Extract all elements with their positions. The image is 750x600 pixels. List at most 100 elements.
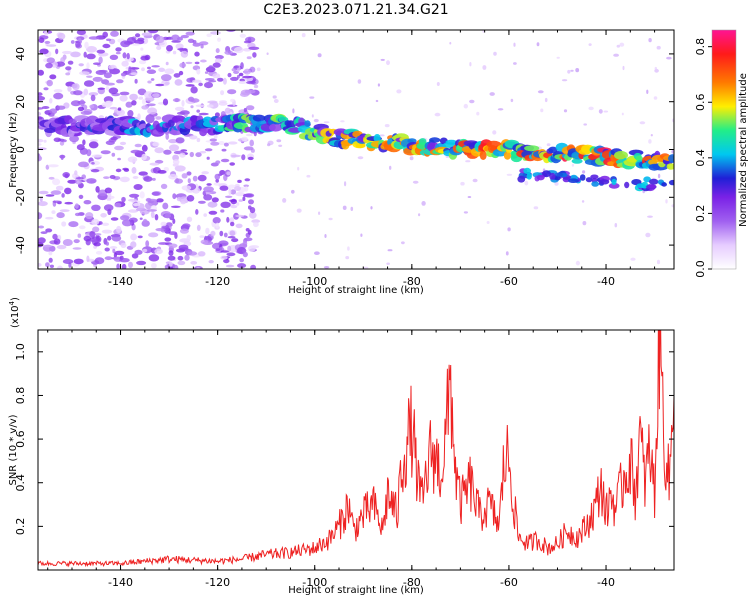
noise-blob — [48, 251, 53, 256]
noise-blob — [45, 228, 53, 233]
noise-blob — [200, 43, 204, 49]
noise-blob — [229, 230, 236, 236]
noise-blob — [181, 100, 185, 107]
noise-blob — [185, 61, 193, 65]
noise-blob — [82, 139, 86, 146]
noise-blob — [214, 173, 221, 180]
noise-blob — [48, 176, 55, 180]
noise-blob — [119, 258, 130, 263]
noise-blob — [323, 121, 330, 124]
noise-blob — [137, 88, 147, 96]
noise-blob — [39, 196, 43, 202]
noise-blob — [184, 113, 188, 118]
noise-blob — [190, 105, 194, 109]
noise-blob — [198, 200, 206, 204]
noise-blob — [181, 173, 188, 179]
noise-blob — [291, 189, 295, 194]
noise-blob — [86, 255, 90, 263]
noise-blob — [92, 226, 100, 233]
noise-blob — [86, 46, 97, 53]
noise-blob — [120, 215, 130, 221]
noise-blob — [172, 98, 181, 102]
noise-blob — [174, 106, 185, 111]
noise-blob — [131, 167, 137, 174]
noise-blob — [227, 141, 238, 145]
noise-blob — [575, 260, 581, 266]
noise-blob — [363, 266, 369, 269]
noise-blob — [386, 60, 390, 66]
noise-blob — [75, 179, 82, 185]
noise-blob — [56, 212, 65, 219]
noise-blob — [657, 173, 661, 179]
noise-blob — [146, 209, 157, 212]
noise-blob — [180, 50, 189, 58]
noise-blob — [83, 200, 92, 205]
ridge-blob — [649, 178, 659, 185]
noise-blob — [199, 150, 207, 154]
noise-blob — [226, 252, 236, 257]
noise-blob — [239, 258, 244, 263]
noise-blob — [103, 176, 110, 180]
ridge-blob — [304, 120, 311, 127]
noise-blob — [234, 183, 240, 187]
noise-blob — [182, 223, 191, 229]
noise-blob — [230, 205, 238, 209]
noise-blob — [230, 198, 237, 205]
noise-blob — [671, 149, 674, 154]
noise-blob — [244, 178, 251, 182]
noise-blob — [106, 197, 112, 201]
snr-x-tick-label: -120 — [205, 576, 230, 589]
noise-blob — [160, 221, 167, 227]
noise-blob — [328, 217, 333, 221]
ridge-blob — [554, 175, 561, 181]
noise-blob — [212, 73, 221, 79]
ridge-blob — [549, 172, 556, 180]
snr-frame — [37, 329, 675, 571]
noise-blob — [434, 112, 441, 117]
noise-blob — [173, 264, 179, 269]
noise-blob — [49, 108, 58, 115]
noise-blob — [241, 136, 248, 142]
noise-blob — [317, 53, 322, 58]
noise-blob — [582, 170, 586, 174]
noise-blob — [119, 91, 130, 96]
noise-blob — [94, 257, 105, 265]
noise-blob — [155, 83, 165, 87]
noise-blob — [98, 56, 103, 64]
noise-blob — [556, 56, 560, 59]
noise-blob — [134, 143, 142, 148]
noise-blob — [253, 221, 259, 228]
noise-blob — [201, 171, 209, 175]
noise-blob — [94, 233, 102, 236]
spectrogram-x-axis-label: Height of straight line (km) — [288, 285, 424, 296]
noise-blob — [173, 73, 181, 78]
noise-blob — [177, 260, 186, 266]
noise-blob — [91, 162, 95, 165]
noise-blob — [241, 154, 246, 161]
noise-blob — [204, 71, 209, 74]
noise-blob — [141, 144, 148, 152]
noise-blob — [218, 101, 228, 106]
noise-blob — [357, 79, 362, 84]
noise-blob — [104, 187, 113, 194]
noise-blob — [169, 261, 173, 267]
noise-blob — [208, 210, 218, 215]
noise-blob — [267, 143, 271, 147]
noise-blob — [225, 264, 235, 268]
noise-blob — [127, 110, 134, 117]
noise-blob — [561, 79, 568, 82]
spectrogram-y-tick-label: -20 — [14, 188, 27, 206]
noise-blob — [195, 104, 205, 108]
noise-blob — [212, 62, 221, 68]
spectrogram-y-tick-label: -40 — [14, 236, 27, 254]
noise-blob — [129, 67, 140, 70]
ridge-blob — [536, 174, 545, 181]
noise-blob — [199, 235, 205, 238]
noise-blob — [100, 150, 111, 155]
snr-scale-exponent: 4 — [8, 300, 16, 305]
snr-y-axis-label: SNR (10 * v/v) — [8, 414, 19, 485]
noise-blob — [105, 140, 115, 146]
noise-blob — [313, 118, 319, 123]
noise-blob — [231, 238, 239, 243]
noise-blob — [38, 112, 42, 116]
